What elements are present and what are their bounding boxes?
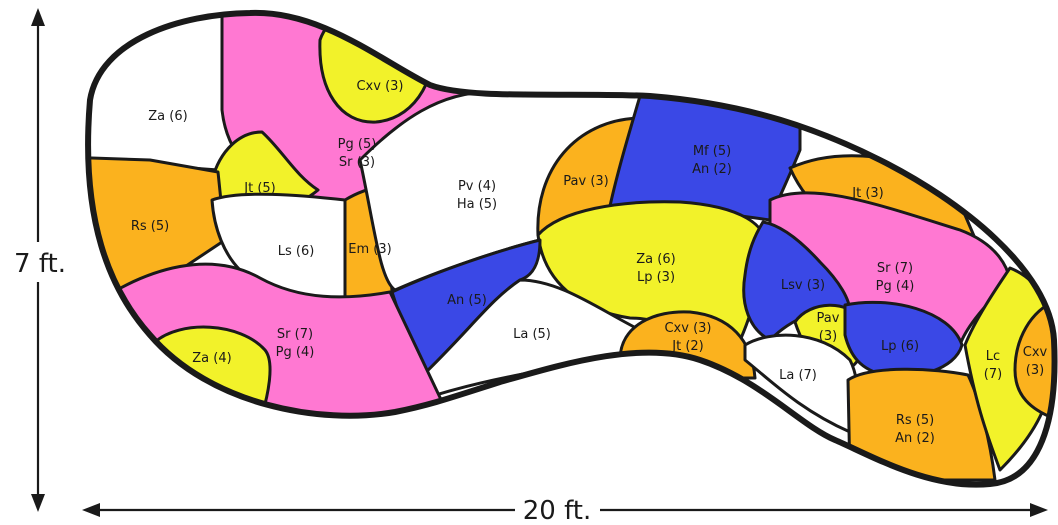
plant-label-za-lp: Za (6) Lp (3) (636, 252, 675, 285)
width-arrow-left-icon (82, 503, 100, 517)
plant-label-line: Pv (4) (458, 179, 496, 194)
region-rs-an (846, 367, 997, 482)
plant-label-an-5: An (5) (447, 293, 487, 308)
plant-label-line: Sr (3) (339, 155, 375, 170)
plant-label-line: Pg (4) (876, 279, 915, 294)
plant-label-lsv-3: Lsv (3) (781, 278, 825, 293)
plant-label-line: Lp (6) (881, 339, 919, 354)
plant-label-line: Cxv (3) (356, 79, 403, 94)
width-dimension: 20 ft. (82, 496, 1048, 525)
plant-label-line: Rs (5) (131, 219, 169, 234)
plant-label-line: La (7) (779, 368, 817, 383)
plant-label-line: (3) (819, 329, 837, 344)
plant-label-ls-6: Ls (6) (278, 244, 315, 259)
plant-label-pg-sr-top: Pg (5) Sr (3) (338, 137, 377, 170)
plant-label-za-6-top: Za (6) (148, 109, 187, 124)
height-dimension: 7 ft. (14, 8, 66, 512)
plant-label-jt-3: Jt (3) (851, 186, 883, 201)
plant-label-line: Sr (7) (277, 327, 313, 342)
plant-label-pav-3-small: Pav (3) (817, 311, 840, 344)
plant-label-line: (7) (984, 367, 1002, 382)
plant-label-line: Lc (986, 349, 1000, 364)
plant-label-rs-an: Rs (5) An (2) (895, 413, 935, 446)
plant-label-cxv-3-top: Cxv (3) (356, 79, 403, 94)
plant-label-line: Jt (3) (851, 186, 883, 201)
plant-label-za-4: Za (4) (192, 351, 231, 366)
plant-label-line: Rs (5) (896, 413, 934, 428)
plant-label-line: Ls (6) (278, 244, 315, 259)
plant-label-line: Jt (2) (671, 339, 703, 354)
plant-label-la-7: La (7) (779, 368, 817, 383)
plant-label-line: Jt (5) (243, 181, 275, 196)
plant-label-rs-5-left: Rs (5) (131, 219, 169, 234)
plant-label-line: An (5) (447, 293, 487, 308)
plant-label-line: An (2) (895, 431, 935, 446)
width-label: 20 ft. (523, 496, 592, 525)
height-arrow-top-icon (31, 8, 45, 26)
plant-label-lp-6: Lp (6) (881, 339, 919, 354)
plant-label-line: Sr (7) (877, 261, 913, 276)
plant-label-em-3: Em (3) (348, 242, 391, 257)
height-label: 7 ft. (14, 249, 66, 279)
plant-label-la-5: La (5) (513, 327, 551, 342)
plant-label-line: Em (3) (348, 242, 391, 257)
plant-label-mf-an: Mf (5) An (2) (692, 144, 732, 177)
plant-label-sr-pg-right: Sr (7) Pg (4) (876, 261, 915, 294)
plant-label-line: Pav (3) (563, 174, 608, 189)
plant-label-line: Pav (817, 311, 840, 326)
plant-label-line: An (2) (692, 162, 732, 177)
height-arrow-bottom-icon (31, 494, 45, 512)
plant-label-line: Za (6) (636, 252, 675, 267)
plant-label-line: Lsv (3) (781, 278, 825, 293)
plant-label-line: (3) (1026, 363, 1044, 378)
garden-bed-outline (85, 9, 1058, 488)
plant-labels: Za (6) Pg (5) Sr (3) Cxv (3) Jt (5) Rs (5) Ls … (131, 79, 1048, 446)
plant-label-line: Lp (3) (637, 270, 675, 285)
plant-label-cxv-3-right: Cxv (3) (1023, 345, 1048, 378)
plant-label-line: Za (4) (192, 351, 231, 366)
plant-label-jt-5: Jt (5) (243, 181, 275, 196)
plant-label-sr-pg-left: Sr (7) Pg (4) (276, 327, 315, 360)
plant-label-line: Pg (5) (338, 137, 377, 152)
planting-regions (88, 12, 1055, 482)
width-arrow-right-icon (1030, 503, 1048, 517)
region-lp-6 (843, 300, 964, 378)
plant-label-cxv-jt: Cxv (3) Jt (2) (664, 321, 711, 354)
region-rs-5-left (88, 153, 227, 322)
plant-label-line: La (5) (513, 327, 551, 342)
plant-label-line: Ha (5) (457, 197, 497, 212)
plant-label-pav-3-top: Pav (3) (563, 174, 608, 189)
plant-label-lc-7: Lc (7) (984, 349, 1002, 382)
plant-label-line: Cxv (3) (664, 321, 711, 336)
plant-label-line: Za (6) (148, 109, 187, 124)
plant-label-line: Mf (5) (693, 144, 731, 159)
plant-label-line: Pg (4) (276, 345, 315, 360)
plant-label-pv-ha: Pv (4) Ha (5) (457, 179, 497, 212)
plant-label-line: Cxv (1023, 345, 1048, 360)
region-cxv-3-right (1013, 298, 1055, 422)
